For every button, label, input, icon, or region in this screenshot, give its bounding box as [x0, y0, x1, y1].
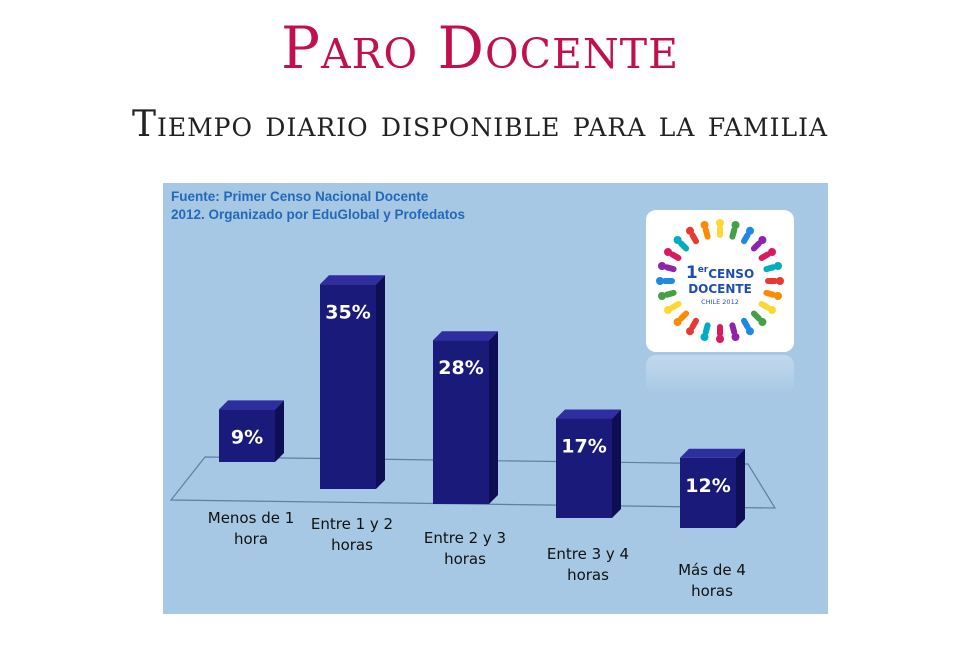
person-body-icon [763, 289, 777, 298]
person-body-icon [750, 240, 762, 252]
category-label-3-0: Entre 3 y 4 [547, 545, 629, 563]
person-body-icon [678, 310, 690, 322]
category-label-4-1: horas [691, 582, 733, 600]
page-subtitle: Tiempo diario disponible para la familia [131, 104, 829, 145]
category-label-2-1: horas [444, 550, 486, 568]
chart-panel: 9% Menos de 1 hora 35% Entre 1 y 2 horas 28% En… [163, 183, 828, 614]
bar-top-1 [320, 275, 385, 285]
person-body-icon [763, 264, 777, 273]
bar-top-4 [680, 448, 745, 458]
logo-sup: er [698, 265, 709, 275]
bar-side-1 [376, 275, 385, 489]
person-body-icon [663, 264, 677, 273]
person-head-icon [656, 277, 664, 285]
bar-chart: 9% Menos de 1 hora 35% Entre 1 y 2 horas 28% En… [169, 275, 777, 600]
bar-value-label-0: 9% [231, 426, 263, 448]
category-label-0-1: hora [234, 530, 268, 548]
bar-top-3 [556, 409, 621, 419]
bar-3 [556, 418, 612, 518]
person-body-icon [669, 251, 682, 261]
bar-side-2 [489, 331, 498, 504]
category-label-1-0: Entre 1 y 2 [311, 515, 393, 533]
person-head-icon [716, 219, 724, 227]
source-note: Fuente: Primer Censo Nacional Docente 20… [171, 188, 465, 224]
person-body-icon [750, 310, 762, 322]
person-head-icon [776, 277, 784, 285]
people-ring-icon [656, 219, 784, 343]
category-label-4-0: Más de 4 [678, 561, 746, 579]
bar-side-0 [275, 400, 284, 462]
person-body-icon [669, 301, 682, 311]
person-body-icon [729, 226, 738, 240]
person-body-icon [758, 301, 771, 311]
bar-side-3 [612, 409, 621, 518]
person-body-icon [689, 232, 699, 245]
category-label-2-0: Entre 2 y 3 [424, 529, 506, 547]
censo-logo-graphic: 1erCENSO DOCENTE CHILE 2012 [656, 219, 784, 343]
source-line-2: 2012. Organizado por EduGlobal y Profeda… [171, 207, 466, 222]
person-body-icon [758, 251, 771, 261]
logo-reflection [646, 355, 794, 395]
person-body-icon [702, 322, 711, 336]
bar-4 [680, 457, 736, 528]
bar-top-0 [219, 400, 284, 410]
bar-side-4 [736, 448, 745, 528]
page-title: Paro Docente [280, 14, 680, 82]
person-body-icon [741, 317, 751, 330]
category-label-3-1: horas [567, 566, 609, 584]
bar-value-label-3: 17% [561, 436, 606, 458]
bar-value-label-2: 28% [438, 357, 483, 379]
bar-1 [320, 284, 376, 489]
person-body-icon [741, 232, 751, 245]
category-label-1-1: horas [331, 536, 373, 554]
source-line-1: Fuente: Primer Censo Nacional Docente [171, 189, 429, 204]
bar-value-label-4: 12% [685, 475, 730, 497]
bar-top-2 [433, 331, 498, 341]
logo-number: 1 [686, 263, 698, 283]
bar-2 [433, 340, 489, 504]
svg-text:1erCENSO: 1erCENSO [686, 263, 754, 283]
logo-chile-year: CHILE 2012 [701, 298, 739, 306]
category-label-0-0: Menos de 1 [208, 509, 295, 527]
person-head-icon [716, 335, 724, 343]
logo-word-docente: DOCENTE [688, 282, 752, 296]
person-body-icon [689, 317, 699, 330]
bar-value-label-1: 35% [325, 301, 370, 323]
censo-logo: 1erCENSO DOCENTE CHILE 2012 [646, 210, 794, 352]
person-body-icon [663, 289, 677, 298]
person-body-icon [678, 240, 690, 252]
logo-word-censo: CENSO [708, 267, 754, 281]
person-body-icon [702, 226, 711, 240]
bar-0 [219, 409, 275, 462]
person-body-icon [729, 322, 738, 336]
